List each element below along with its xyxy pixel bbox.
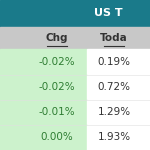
Bar — [0, 125, 87, 150]
Text: Toda: Toda — [100, 33, 128, 43]
Bar — [87, 50, 150, 75]
Text: 0.00%: 0.00% — [41, 132, 73, 142]
Bar — [87, 100, 150, 125]
Text: US T: US T — [94, 9, 122, 18]
Text: 0.19%: 0.19% — [98, 57, 130, 67]
Bar — [87, 125, 150, 150]
Text: -0.02%: -0.02% — [39, 82, 75, 92]
Bar — [0, 27, 150, 50]
Text: 1.93%: 1.93% — [98, 132, 130, 142]
Bar — [0, 50, 87, 75]
Bar — [87, 75, 150, 100]
Text: 1.29%: 1.29% — [98, 107, 130, 117]
Bar — [0, 100, 87, 125]
Text: 0.72%: 0.72% — [98, 82, 130, 92]
Bar — [0, 0, 150, 27]
Text: Chg: Chg — [46, 33, 68, 43]
Text: -0.02%: -0.02% — [39, 57, 75, 67]
Text: -0.01%: -0.01% — [39, 107, 75, 117]
Bar — [0, 75, 87, 100]
